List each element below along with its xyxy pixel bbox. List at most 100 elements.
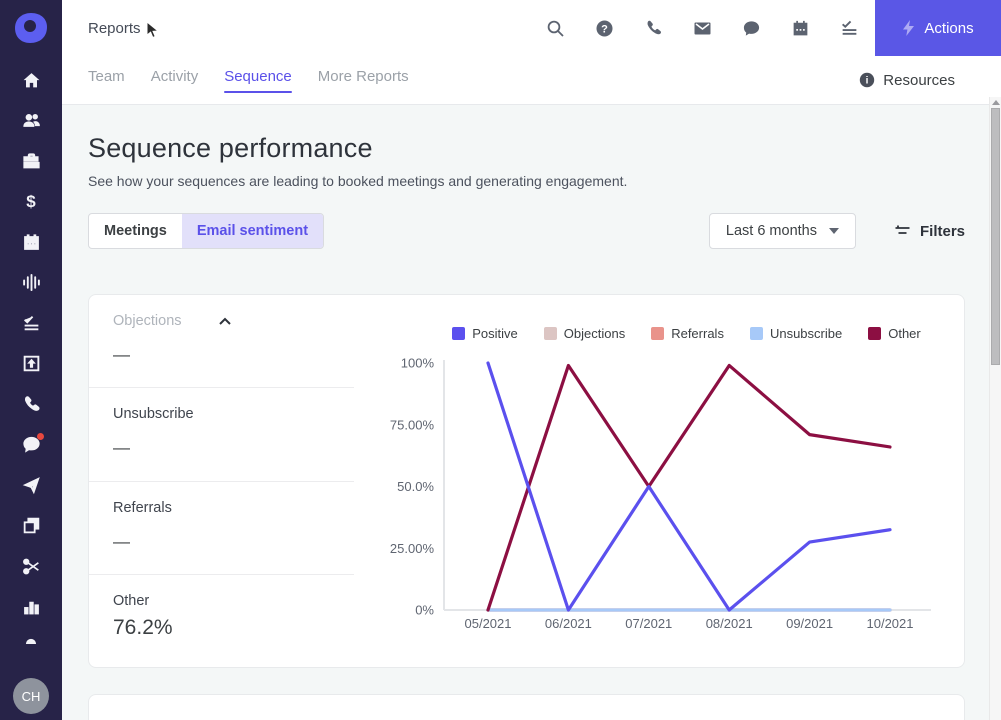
sidebar-item-reports[interactable] [0,587,62,628]
chart-area: Positive Objections Referrals Unsubscribe Ot… [354,295,964,667]
sidebar-item-conversations[interactable] [0,425,62,466]
people-icon [22,114,40,128]
metric-value: — [113,438,130,458]
actions-button-label: Actions [924,19,974,37]
tab-team[interactable]: Team [88,67,125,85]
top-bar: Reports ? Actions [62,0,1001,56]
info-icon: i [860,72,875,88]
phone-icon [24,396,40,411]
sidebar-item-home[interactable] [0,60,62,101]
help-icon[interactable]: ? [594,18,614,38]
metric-label: Objections [113,313,182,329]
page-breadcrumb-title: Reports [88,19,141,37]
svg-text:75.00%: 75.00% [390,417,435,432]
phone-icon[interactable] [643,18,663,38]
legend-swatch [543,327,557,340]
actions-button[interactable]: Actions [875,0,1001,56]
copy-icon [23,517,39,534]
metric-value: — [113,531,130,551]
sidebar-item-sequences[interactable] [0,465,62,506]
sidebar-item-opportunities[interactable] [0,141,62,182]
calendar-icon [23,234,39,250]
sidebar-item-snippets-cut[interactable] [0,546,62,587]
svg-text:50.0%: 50.0% [397,479,434,494]
sidebar-item-calls[interactable] [0,384,62,425]
tab-activity[interactable]: Activity [150,67,199,85]
sequence-chart-svg: 100% 75.00% 50.0% 25.00% 0% 05/2021 06/2021 07/… [390,356,931,631]
legend-item-positive[interactable]: Positive [452,325,518,342]
svg-text:i: i [866,76,869,87]
svg-text:?: ? [601,23,608,35]
outreach-logo-icon [15,13,47,43]
metric-label: Referrals [113,499,172,516]
sidebar-item-calendar[interactable] [0,222,62,263]
svg-text:09/2021: 09/2021 [786,616,833,631]
legend-item-unsubscribe[interactable]: Unsubscribe [749,325,842,342]
svg-text:08/2021: 08/2021 [706,616,753,631]
search-icon[interactable] [545,18,565,38]
filter-icon [895,225,910,234]
filters-button[interactable]: Filters [894,223,965,240]
toggle-meetings[interactable]: Meetings [104,223,167,239]
sidebar-item-voice[interactable] [0,263,62,304]
metric-row-other[interactable]: Other 76.2% [89,575,354,667]
arc-icon [25,638,37,644]
legend-label: Referrals [671,326,724,341]
report-tabs: Team Activity Sequence More Reports i Re… [62,56,1001,105]
filters-label: Filters [919,222,965,240]
sidebar-item-outbox[interactable] [0,344,62,385]
toggle-email-sentiment[interactable]: Email sentiment [181,214,324,248]
view-toggle: Meetings Email sentiment [88,213,325,249]
legend-item-objections[interactable]: Objections [543,325,626,342]
sidebar-item-prospects[interactable] [0,101,62,142]
inbox-upload-icon [23,355,39,372]
chevron-up-icon[interactable] [218,317,232,326]
bar-chart-icon [23,602,39,615]
dollar-icon: $ [26,191,36,211]
legend-item-other[interactable]: Other [868,325,921,342]
page-subtitle: See how your sequences are leading to bo… [88,173,628,189]
notification-dot [37,432,44,440]
page-title: Sequence performance [88,133,373,163]
mouse-cursor [146,21,160,39]
mail-icon[interactable] [692,18,712,38]
tasks-icon[interactable] [839,18,859,38]
metric-label: Unsubscribe [113,406,194,423]
tab-more-reports[interactable]: More Reports [317,67,409,85]
calendar-icon[interactable] [790,18,810,38]
resources-button[interactable]: i Resources [859,56,955,104]
briefcase-icon [22,153,40,169]
legend-swatch [868,327,882,340]
chat-icon [22,437,40,453]
date-range-dropdown[interactable]: Last 6 months [708,213,856,249]
scroll-up-arrow[interactable] [992,100,1000,105]
sidebar-item-more[interactable] [0,627,62,653]
resources-label: Resources [883,71,955,89]
metrics-panel: Objections — Unsubscribe — Referrals — O… [89,295,354,667]
svg-text:06/2021: 06/2021 [545,616,592,631]
metric-row-unsubscribe[interactable]: Unsubscribe — [89,388,354,482]
chat-icon[interactable] [741,18,761,38]
legend-item-referrals[interactable]: Referrals [651,325,724,342]
home-icon [23,72,39,88]
metric-row-objections[interactable]: Objections — [89,295,354,389]
scrollbar-thumb[interactable] [991,108,1000,365]
svg-text:05/2021: 05/2021 [465,616,512,631]
tab-sequence[interactable]: Sequence [224,56,292,104]
user-avatar[interactable]: CH [13,678,49,714]
chart-legend: Positive Objections Referrals Unsubscribe Ot… [354,325,964,342]
legend-label: Objections [563,326,626,341]
legend-label: Positive [472,326,518,341]
sidebar-item-tasks[interactable] [0,303,62,344]
scissors-icon [22,558,39,575]
vertical-scrollbar[interactable] [989,97,1001,720]
sidebar-item-deals[interactable]: $ [0,182,62,223]
sidebar: $ CH [0,0,62,720]
app-logo[interactable] [0,0,62,56]
tasks-icon [23,315,38,331]
svg-text:10/2021: 10/2021 [867,616,914,631]
sidebar-item-snippets[interactable] [0,506,62,547]
metric-row-referrals[interactable]: Referrals — [89,482,354,575]
legend-swatch [749,327,763,340]
legend-swatch [452,327,466,340]
